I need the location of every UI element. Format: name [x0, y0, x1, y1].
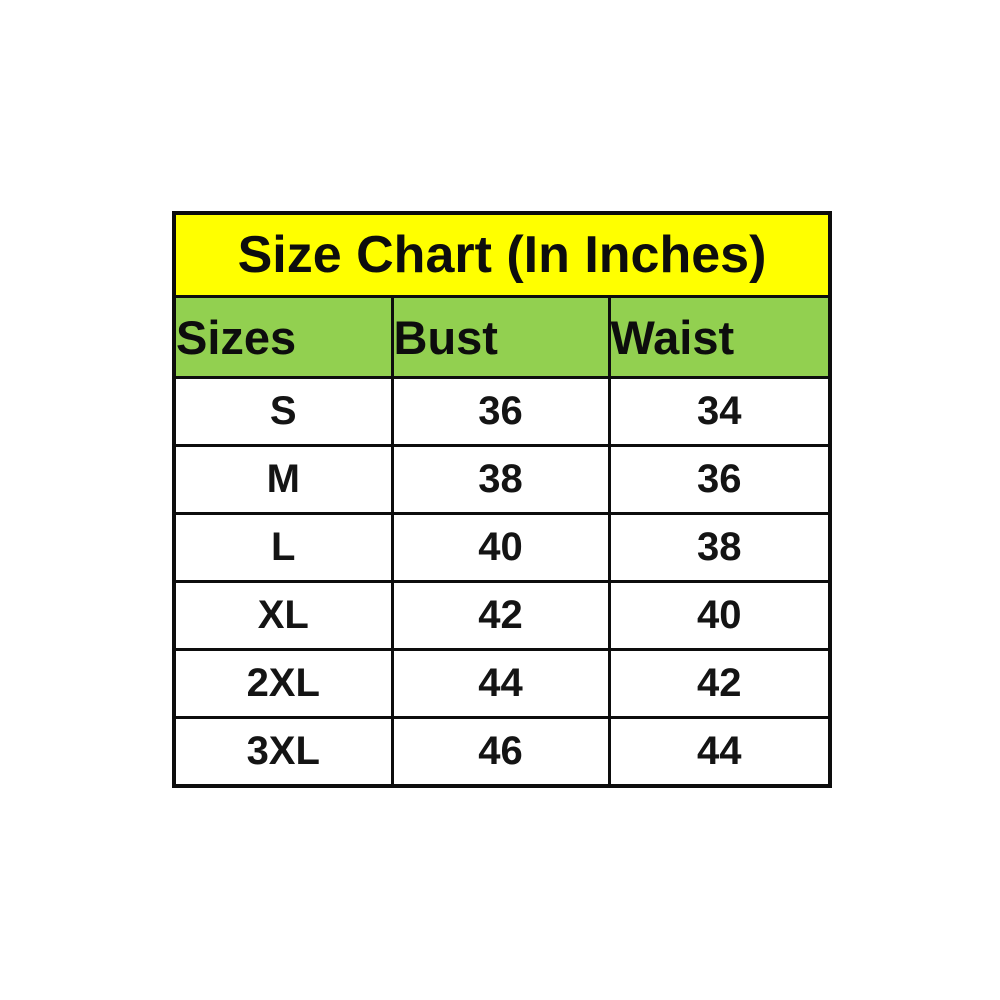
bust-cell: 38 [390, 444, 611, 515]
column-header-bust: Bust [390, 295, 611, 379]
waist-cell: 38 [607, 512, 832, 583]
column-header-sizes: Sizes [172, 295, 394, 379]
waist-cell: 44 [607, 716, 832, 788]
table-row: S 36 34 [172, 376, 832, 447]
waist-cell: 42 [607, 648, 832, 719]
size-cell: XL [172, 580, 394, 651]
table-row: 3XL 46 44 [172, 716, 832, 788]
waist-cell: 34 [607, 376, 832, 447]
size-cell: 2XL [172, 648, 394, 719]
size-cell: S [172, 376, 394, 447]
table-row: 2XL 44 42 [172, 648, 832, 719]
header-row: Sizes Bust Waist [172, 295, 832, 379]
bust-cell: 44 [390, 648, 611, 719]
table-row: L 40 38 [172, 512, 832, 583]
size-cell: L [172, 512, 394, 583]
waist-cell: 40 [607, 580, 832, 651]
size-chart-container: Size Chart (In Inches) Sizes Bust Waist … [172, 211, 833, 788]
bust-cell: 42 [390, 580, 611, 651]
size-chart-title: Size Chart (In Inches) [172, 211, 832, 298]
table-row: XL 42 40 [172, 580, 832, 651]
bust-cell: 36 [390, 376, 611, 447]
size-cell: 3XL [172, 716, 394, 788]
bust-cell: 40 [390, 512, 611, 583]
size-chart-table: Size Chart (In Inches) Sizes Bust Waist … [172, 211, 833, 788]
bust-cell: 46 [390, 716, 611, 788]
size-cell: M [172, 444, 394, 515]
column-header-waist: Waist [607, 295, 832, 379]
title-row: Size Chart (In Inches) [172, 211, 832, 298]
table-row: M 38 36 [172, 444, 832, 515]
waist-cell: 36 [607, 444, 832, 515]
